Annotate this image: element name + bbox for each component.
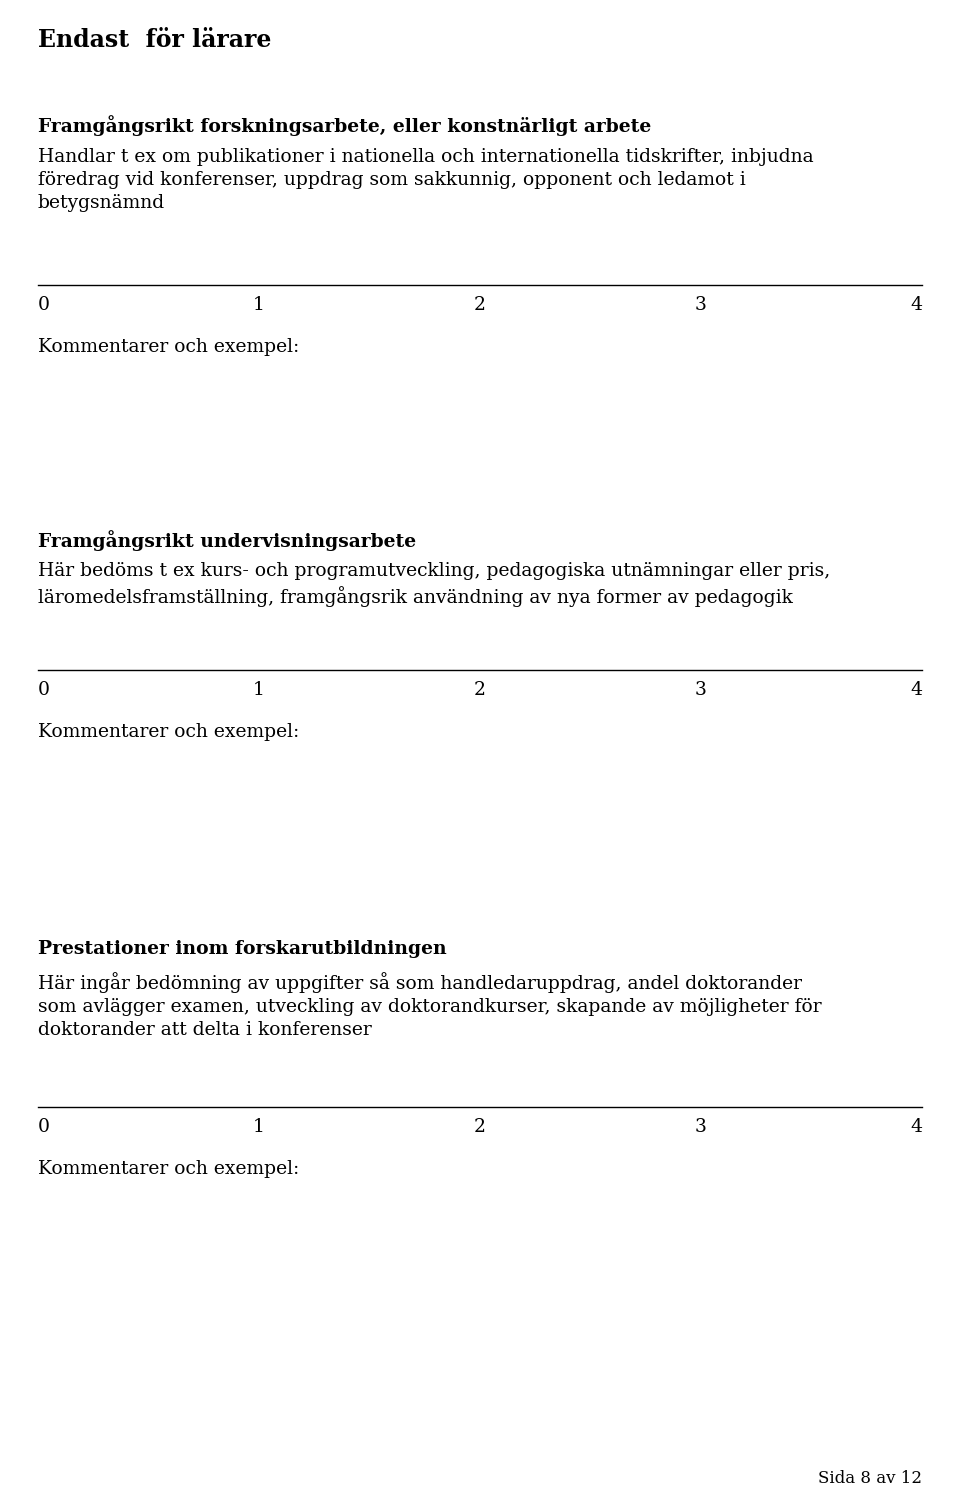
Text: 3: 3	[695, 1118, 707, 1136]
Text: Kommentarer och exempel:: Kommentarer och exempel:	[38, 338, 300, 356]
Text: 1: 1	[253, 296, 265, 314]
Text: Här bedöms t ex kurs- och programutveckling, pedagogiska utnämningar eller pris,: Här bedöms t ex kurs- och programutveckl…	[38, 561, 830, 607]
Text: 2: 2	[474, 681, 486, 699]
Text: Framgångsrikt undervisningsarbete: Framgångsrikt undervisningsarbete	[38, 530, 416, 551]
Text: 1: 1	[253, 1118, 265, 1136]
Text: 2: 2	[474, 296, 486, 314]
Text: Kommentarer och exempel:: Kommentarer och exempel:	[38, 1160, 300, 1179]
Text: 4: 4	[910, 681, 922, 699]
Text: Sida 8 av 12: Sida 8 av 12	[818, 1470, 922, 1486]
Text: 4: 4	[910, 1118, 922, 1136]
Text: Framgångsrikt forskningsarbete, eller konstnärligt arbete: Framgångsrikt forskningsarbete, eller ko…	[38, 115, 651, 136]
Text: 3: 3	[695, 296, 707, 314]
Text: 2: 2	[474, 1118, 486, 1136]
Text: 1: 1	[253, 681, 265, 699]
Text: 4: 4	[910, 296, 922, 314]
Text: Här ingår bedömning av uppgifter så som handledaruppdrag, andel doktorander
som : Här ingår bedömning av uppgifter så som …	[38, 972, 822, 1038]
Text: 0: 0	[38, 681, 50, 699]
Text: 0: 0	[38, 296, 50, 314]
Text: Prestationer inom forskarutbildningen: Prestationer inom forskarutbildningen	[38, 940, 446, 958]
Text: Handlar t ex om publikationer i nationella och internationella tidskrifter, inbj: Handlar t ex om publikationer i nationel…	[38, 148, 814, 211]
Text: 3: 3	[695, 681, 707, 699]
Text: 0: 0	[38, 1118, 50, 1136]
Text: Kommentarer och exempel:: Kommentarer och exempel:	[38, 723, 300, 741]
Text: Endast  för lärare: Endast för lärare	[38, 29, 272, 51]
